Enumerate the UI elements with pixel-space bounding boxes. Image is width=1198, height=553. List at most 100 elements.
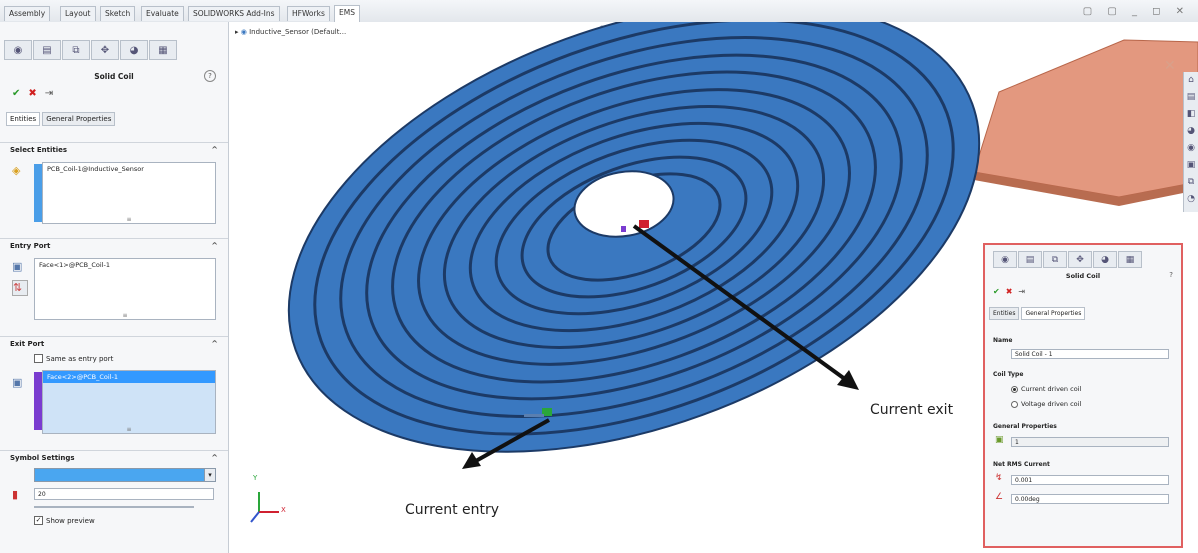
- feature-tree-root[interactable]: ▸ ◉ Inductive_Sensor (Default...: [235, 28, 346, 36]
- face-icon: ▣: [12, 260, 23, 273]
- select-entities-header[interactable]: Select Entities ^: [0, 142, 228, 156]
- entry-port-header[interactable]: Entry Port ^: [0, 238, 228, 252]
- cancel-button[interactable]: ✖: [28, 88, 37, 99]
- tab-general-properties[interactable]: General Properties: [1021, 307, 1086, 320]
- appearance-icon[interactable]: ◕: [1093, 251, 1117, 268]
- voltage-driven-radio[interactable]: Voltage driven coil: [1011, 400, 1081, 408]
- list-item[interactable]: Face<2>@PCB_Coil-1: [43, 371, 215, 383]
- checkbox-box[interactable]: ✓: [34, 516, 43, 525]
- tab-solidworks-addins[interactable]: SOLIDWORKS Add-Ins: [188, 6, 280, 21]
- flip-direction-icon[interactable]: ⇅: [12, 280, 28, 296]
- face-icon: ▣: [12, 376, 23, 389]
- symbol-settings-label: Symbol Settings: [10, 454, 75, 462]
- general-properties-field[interactable]: 1: [1011, 437, 1169, 447]
- phase-icon: ∠: [995, 492, 1004, 502]
- tab-evaluate[interactable]: Evaluate: [141, 6, 184, 21]
- entry-arrowhead: [462, 452, 481, 469]
- assembly-icon: ◉: [240, 28, 247, 36]
- tab-general-properties[interactable]: General Properties: [42, 112, 116, 126]
- ems-manager-icon[interactable]: ▦: [149, 40, 177, 60]
- voltage-driven-label: Voltage driven coil: [1021, 400, 1082, 408]
- feature-tree-icon[interactable]: ◉: [4, 40, 32, 60]
- close-icon: ✕: [1164, 58, 1176, 74]
- tab-layout[interactable]: Layout: [60, 6, 96, 21]
- coil-rings: [287, 22, 981, 453]
- exit-arrowhead: [837, 370, 859, 390]
- inset-panel-title: Solid Coil: [1065, 272, 1101, 280]
- radio-dot[interactable]: [1011, 385, 1018, 393]
- expand-icon[interactable]: ▸: [235, 28, 239, 36]
- exit-arrow: [632, 224, 851, 384]
- exit-port-marker: [639, 220, 649, 228]
- triad-y-label: Y: [253, 474, 258, 482]
- panel-title: Solid Coil: [94, 72, 134, 81]
- current-driven-label: Current driven coil: [1021, 385, 1082, 393]
- command-manager-tabs: Assembly Layout Sketch Evaluate SOLIDWOR…: [0, 0, 1198, 23]
- same-as-entry-label: Same as entry port: [46, 354, 114, 363]
- entry-port-label: Entry Port: [10, 242, 51, 250]
- chevron-up-icon[interactable]: ^: [211, 145, 218, 154]
- feature-tree-icon[interactable]: ◉: [993, 251, 1017, 268]
- chevron-up-icon[interactable]: ^: [211, 241, 218, 250]
- material-icon: ▣: [995, 435, 1004, 445]
- inset-ok-row: ✔ ✖ ⇥: [993, 287, 1025, 296]
- radio-dot[interactable]: [1011, 400, 1018, 408]
- same-as-entry-checkbox[interactable]: Same as entry port: [34, 354, 113, 363]
- ok-button[interactable]: ✔: [993, 287, 1000, 296]
- inset-icon-bar: ◉ ▤ ⧉ ✥ ◕ ▦: [993, 251, 1142, 268]
- window-controls[interactable]: ▢ ▢ _ ◻ ✕: [1082, 6, 1190, 17]
- coil-name-field[interactable]: Solid Coil - 1: [1011, 349, 1169, 359]
- ok-button[interactable]: ✔: [12, 88, 21, 99]
- copper-plate-edge: [974, 172, 1198, 206]
- current-driven-radio[interactable]: Current driven coil: [1011, 385, 1081, 393]
- rms-current-field[interactable]: 0.001: [1011, 475, 1169, 485]
- exit-color-bar: [34, 372, 42, 430]
- tab-entities[interactable]: Entities: [989, 307, 1020, 320]
- chevron-down-icon[interactable]: ▾: [204, 469, 215, 481]
- entry-port-listbox[interactable]: Face<1>@PCB_Coil-1 ≡: [34, 258, 216, 320]
- tab-assembly[interactable]: Assembly: [4, 6, 51, 21]
- coil-model: ✕: [250, 22, 1198, 523]
- appearance-icon[interactable]: ◕: [120, 40, 148, 60]
- pin-icon[interactable]: ⇥: [44, 88, 54, 99]
- color-picker[interactable]: ▾: [34, 468, 216, 482]
- tab-ems[interactable]: EMS: [334, 5, 360, 22]
- config-manager-icon[interactable]: ⧉: [62, 40, 90, 60]
- entities-listbox[interactable]: PCB_Coil-1@Inductive_Sensor ≡: [42, 162, 216, 224]
- ems-manager-icon[interactable]: ▦: [1118, 251, 1142, 268]
- symbol-settings-header[interactable]: Symbol Settings ^: [0, 450, 228, 464]
- help-icon[interactable]: ?: [1169, 271, 1173, 279]
- config-manager-icon[interactable]: ⧉: [1043, 251, 1067, 268]
- panel-icon-bar: ◉ ▤ ⧉ ✥ ◕ ▦: [4, 40, 177, 60]
- list-item[interactable]: PCB_Coil-1@Inductive_Sensor: [47, 165, 144, 173]
- exit-port-listbox[interactable]: Face<2>@PCB_Coil-1 ≡: [42, 370, 216, 434]
- pin-icon[interactable]: ⇥: [1018, 287, 1026, 296]
- dimxpert-icon[interactable]: ✥: [91, 40, 119, 60]
- triad-z-axis: [250, 511, 260, 523]
- help-icon[interactable]: ?: [204, 70, 216, 82]
- tab-entities[interactable]: Entities: [6, 112, 41, 126]
- phase-field[interactable]: 0.00deg: [1011, 494, 1169, 504]
- dimxpert-icon[interactable]: ✥: [1068, 251, 1092, 268]
- checkbox-box[interactable]: [34, 354, 43, 363]
- chevron-up-icon[interactable]: ^: [211, 339, 218, 348]
- coil-type-header: Coil Type: [993, 371, 1024, 378]
- symbol-size-field[interactable]: 20: [34, 488, 214, 500]
- property-manager: ◉ ▤ ⧉ ✥ ◕ ▦ Solid Coil ? ✔ ✖ ⇥ Entities …: [0, 22, 229, 553]
- selection-color-bar: [34, 164, 42, 222]
- property-manager-icon[interactable]: ▤: [33, 40, 61, 60]
- show-preview-checkbox[interactable]: ✓ Show preview: [34, 516, 95, 525]
- tab-hfworks[interactable]: HFWorks: [287, 6, 330, 21]
- tab-sketch[interactable]: Sketch: [100, 6, 136, 21]
- chevron-up-icon[interactable]: ^: [211, 453, 218, 462]
- cancel-button[interactable]: ✖: [1005, 287, 1013, 296]
- select-entities-label: Select Entities: [10, 146, 68, 154]
- net-rms-header: Net RMS Current: [993, 461, 1050, 468]
- name-header: Name: [993, 337, 1013, 344]
- exit-port-header[interactable]: Exit Port ^: [0, 336, 228, 350]
- property-manager-icon[interactable]: ▤: [1018, 251, 1042, 268]
- size-slider[interactable]: [34, 506, 194, 508]
- task-pane-tabs[interactable]: ⌂ ▤ ◧ ◕ ◉ ▣ ⧉ ◔: [1183, 72, 1198, 212]
- tree-item-label: Inductive_Sensor (Default...: [249, 28, 347, 36]
- list-item[interactable]: Face<1>@PCB_Coil-1: [39, 261, 111, 269]
